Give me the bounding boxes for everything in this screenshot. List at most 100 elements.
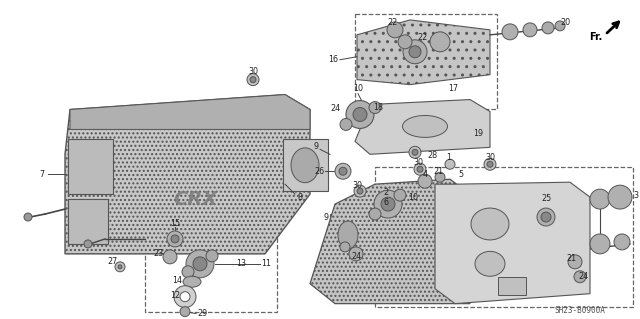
Bar (145, 224, 277, 312)
Circle shape (193, 257, 207, 271)
Circle shape (568, 255, 582, 269)
Text: 30: 30 (413, 158, 423, 167)
Text: 4: 4 (422, 170, 428, 179)
Text: 28: 28 (427, 151, 437, 160)
Circle shape (118, 265, 122, 269)
Circle shape (340, 118, 352, 130)
Circle shape (394, 189, 406, 201)
Text: 18: 18 (373, 103, 383, 112)
Circle shape (484, 158, 496, 170)
Bar (330, 214, 366, 256)
Text: 19: 19 (473, 129, 483, 138)
Circle shape (387, 22, 403, 38)
Circle shape (186, 250, 214, 278)
Text: 10: 10 (353, 84, 363, 93)
Ellipse shape (291, 148, 319, 183)
Circle shape (590, 234, 610, 254)
Polygon shape (70, 94, 310, 130)
Text: 25: 25 (541, 194, 551, 203)
Circle shape (523, 23, 537, 37)
Circle shape (167, 231, 183, 247)
Ellipse shape (183, 276, 201, 287)
Circle shape (614, 234, 630, 250)
Text: 9: 9 (314, 142, 319, 151)
Text: 24: 24 (330, 104, 340, 113)
Bar (375, 167, 633, 307)
Circle shape (417, 166, 423, 172)
Circle shape (174, 286, 196, 308)
Circle shape (574, 271, 586, 283)
Text: 2: 2 (383, 188, 388, 197)
Circle shape (487, 161, 493, 167)
Circle shape (340, 242, 350, 252)
Text: 23: 23 (153, 249, 163, 258)
Text: 14: 14 (172, 276, 182, 285)
Polygon shape (357, 20, 490, 85)
Text: 21: 21 (433, 167, 443, 176)
Text: 24: 24 (578, 272, 588, 281)
Circle shape (163, 250, 177, 264)
Text: CRX: CRX (173, 189, 217, 209)
Text: 9: 9 (323, 212, 328, 221)
Circle shape (502, 24, 518, 40)
Circle shape (435, 172, 445, 182)
Circle shape (369, 101, 381, 114)
Text: 17: 17 (448, 84, 458, 93)
Text: 30: 30 (352, 181, 362, 190)
Polygon shape (65, 94, 310, 254)
Bar (68, 199, 108, 244)
Circle shape (335, 163, 351, 179)
Circle shape (381, 197, 395, 211)
Circle shape (357, 188, 363, 194)
Text: 21: 21 (566, 254, 576, 263)
Text: 16: 16 (328, 55, 338, 64)
Circle shape (250, 77, 256, 83)
Circle shape (354, 185, 366, 197)
Text: 20: 20 (560, 19, 570, 27)
Circle shape (182, 266, 194, 278)
Circle shape (171, 235, 179, 243)
Circle shape (414, 163, 426, 175)
Circle shape (339, 167, 347, 175)
Text: 29: 29 (197, 309, 207, 318)
Ellipse shape (338, 221, 358, 249)
Text: 6: 6 (383, 197, 388, 207)
Circle shape (409, 46, 421, 58)
Bar (355, 14, 497, 108)
Circle shape (445, 159, 455, 169)
Text: 8: 8 (298, 193, 303, 202)
Circle shape (349, 247, 363, 261)
Bar (498, 277, 526, 295)
Text: Fr.: Fr. (589, 32, 603, 42)
Circle shape (542, 22, 554, 34)
Text: 30: 30 (248, 67, 258, 76)
Text: 5: 5 (458, 170, 463, 179)
Ellipse shape (471, 208, 509, 240)
Circle shape (608, 185, 632, 209)
Text: 22: 22 (417, 33, 427, 42)
Circle shape (353, 108, 367, 122)
Circle shape (398, 35, 412, 49)
Circle shape (115, 262, 125, 272)
Polygon shape (310, 179, 470, 304)
Circle shape (590, 189, 610, 209)
Circle shape (409, 146, 421, 158)
Circle shape (537, 208, 555, 226)
Circle shape (541, 212, 551, 222)
Text: 24: 24 (351, 252, 361, 261)
Circle shape (180, 307, 190, 316)
Text: 22: 22 (388, 19, 398, 27)
Text: 30: 30 (485, 153, 495, 162)
Text: 11: 11 (261, 259, 271, 268)
Text: 15: 15 (170, 219, 180, 227)
Text: SH23-B0900A: SH23-B0900A (555, 306, 605, 315)
Circle shape (555, 21, 565, 31)
Circle shape (206, 250, 218, 262)
Bar (283, 139, 328, 191)
Text: 1: 1 (447, 153, 451, 162)
Circle shape (247, 74, 259, 85)
Circle shape (24, 213, 32, 221)
Text: 10: 10 (408, 193, 418, 202)
Text: 12: 12 (170, 291, 180, 300)
Ellipse shape (475, 251, 505, 276)
